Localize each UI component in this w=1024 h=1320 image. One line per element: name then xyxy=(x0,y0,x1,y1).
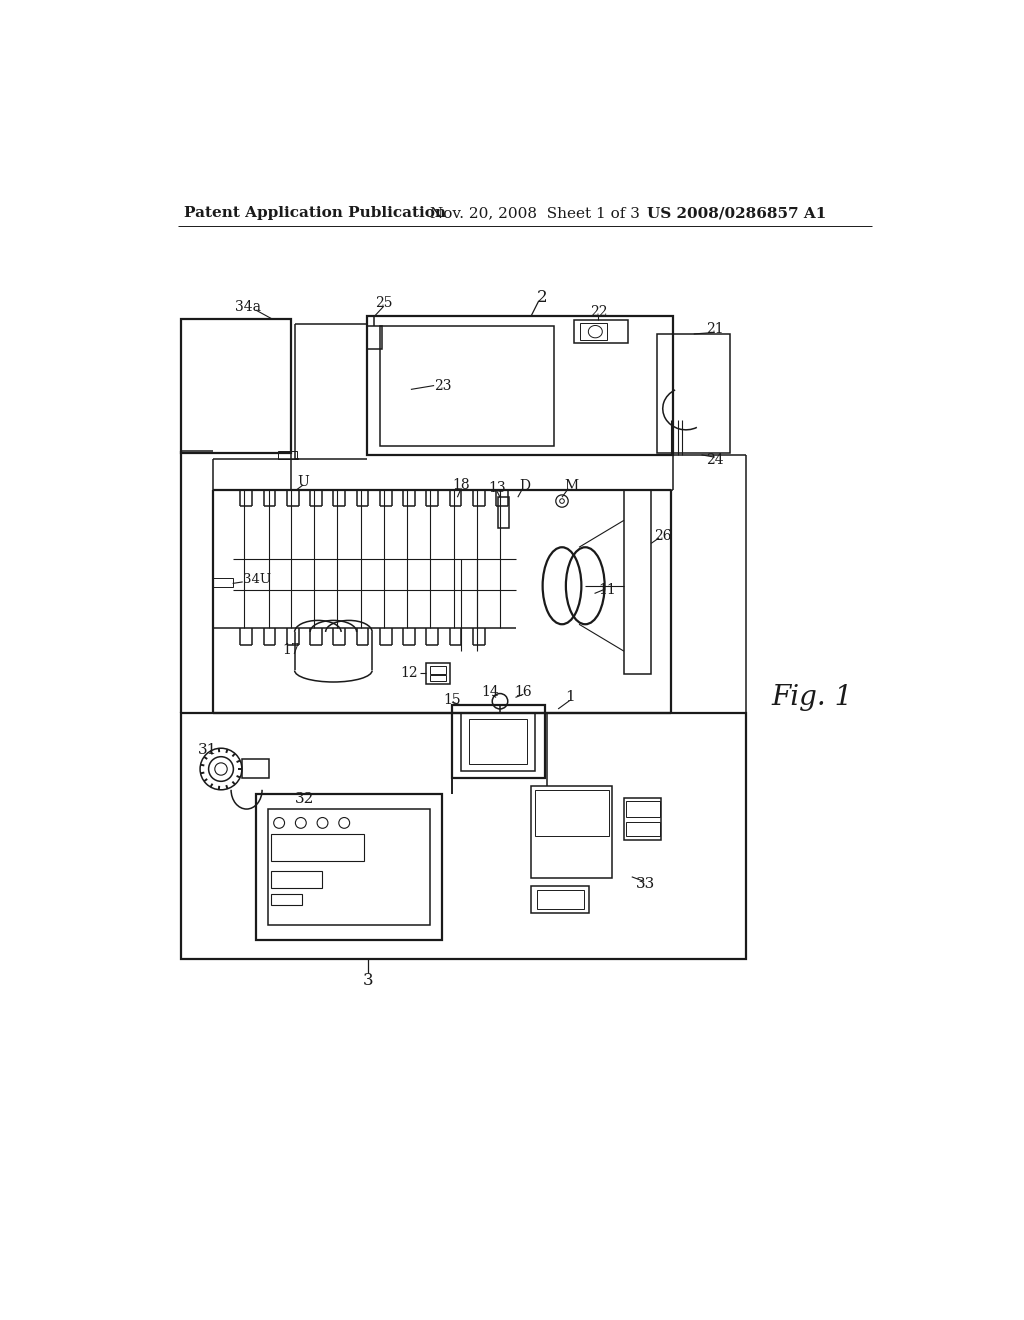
Text: 24: 24 xyxy=(706,453,724,467)
Text: D: D xyxy=(519,479,530,492)
Text: 15: 15 xyxy=(443,693,461,706)
Bar xyxy=(242,759,269,779)
Bar xyxy=(656,334,730,453)
Bar xyxy=(469,719,527,763)
Bar xyxy=(278,451,297,459)
Text: 34U: 34U xyxy=(243,573,270,586)
Text: 16: 16 xyxy=(514,685,532,700)
Text: 18: 18 xyxy=(453,478,470,492)
Bar xyxy=(267,809,430,924)
Bar xyxy=(580,323,607,341)
Text: 32: 32 xyxy=(295,792,314,807)
Bar xyxy=(271,894,302,906)
Bar xyxy=(461,713,535,771)
Bar xyxy=(271,871,322,887)
Bar xyxy=(256,793,442,940)
Text: 17: 17 xyxy=(282,643,300,656)
Bar xyxy=(573,321,628,343)
Text: 12: 12 xyxy=(400,665,418,680)
Text: 25: 25 xyxy=(375,296,392,310)
Bar xyxy=(380,326,554,446)
Bar xyxy=(535,789,608,836)
Bar xyxy=(624,490,651,675)
Text: 34a: 34a xyxy=(236,300,261,314)
Bar xyxy=(213,578,232,587)
Bar xyxy=(180,713,746,960)
Bar xyxy=(426,663,450,684)
Text: 14: 14 xyxy=(481,685,499,700)
Text: 13: 13 xyxy=(488,480,506,495)
Text: 2: 2 xyxy=(538,289,548,305)
Text: M: M xyxy=(564,479,579,492)
Text: Fig. 1: Fig. 1 xyxy=(771,684,853,711)
Bar xyxy=(271,834,365,862)
Bar xyxy=(531,785,612,878)
Text: US 2008/0286857 A1: US 2008/0286857 A1 xyxy=(647,206,826,220)
Bar xyxy=(626,801,659,817)
Bar xyxy=(180,318,291,453)
Text: 33: 33 xyxy=(636,876,655,891)
Text: 23: 23 xyxy=(434,379,452,392)
Bar xyxy=(498,498,509,528)
Text: 21: 21 xyxy=(706,322,724,337)
Text: 11: 11 xyxy=(598,582,615,597)
Bar xyxy=(452,705,545,779)
Bar xyxy=(538,890,584,909)
Text: 26: 26 xyxy=(654,529,672,543)
Text: 22: 22 xyxy=(590,305,607,319)
Text: U: U xyxy=(297,475,309,488)
Text: Nov. 20, 2008  Sheet 1 of 3: Nov. 20, 2008 Sheet 1 of 3 xyxy=(430,206,640,220)
Bar xyxy=(430,665,445,673)
Bar xyxy=(624,797,662,840)
Text: 1: 1 xyxy=(565,690,574,705)
Bar xyxy=(531,886,589,913)
Text: 3: 3 xyxy=(362,973,374,989)
Bar xyxy=(367,326,382,350)
Bar xyxy=(367,317,673,455)
Text: Patent Application Publication: Patent Application Publication xyxy=(183,206,445,220)
Bar xyxy=(430,675,445,681)
Bar xyxy=(626,822,659,836)
Text: 31: 31 xyxy=(198,743,217,756)
